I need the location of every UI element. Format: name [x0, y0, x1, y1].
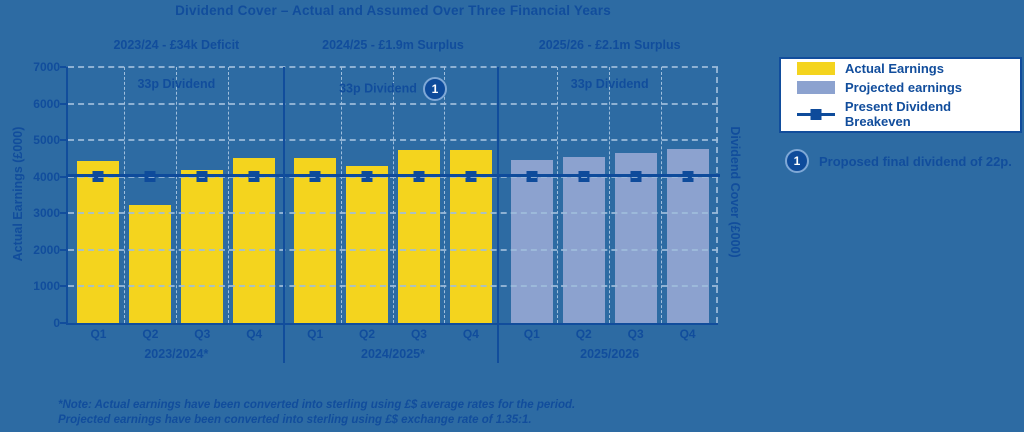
bar-slot-Q3: Q3	[177, 67, 229, 341]
x-tick-label-Q4: Q4	[462, 327, 479, 341]
y-tick-7000	[60, 66, 66, 68]
year-label-2023-2024: 2023/2024*	[144, 347, 209, 361]
bar-slot-Q2: Q2	[558, 67, 611, 341]
y-tick-label-2000: 2000	[33, 242, 60, 257]
year-label-2024-2025: 2024/2025*	[361, 347, 425, 361]
plot-right-border	[716, 67, 718, 323]
year-labels: 2023/2024* 2024/2025* 2025/2026	[68, 347, 718, 361]
y-tick-label-0: 0	[53, 316, 60, 330]
bar-slot-Q4: Q4	[229, 67, 280, 341]
bar-panels: Q1 Q2 Q3 Q4 33p Dividend Q1 Q2 Q3 Q4 33p Dividend…	[68, 67, 718, 341]
dividend-label-panel-1: 33p Dividend	[137, 77, 216, 91]
legend-label: Actual Earnings	[845, 61, 944, 76]
y-tick-3000	[60, 212, 66, 215]
gridline-7000	[68, 66, 718, 68]
dividend-label-panel-2: 33p Dividend 1	[285, 77, 502, 101]
x-tick-label-Q1: Q1	[523, 327, 540, 341]
gridline-3000	[68, 212, 718, 215]
y-axis-line	[66, 67, 68, 325]
actual-earnings-swatch-icon	[797, 62, 835, 75]
footnote-annotation: 1 Proposed final dividend of 22p.	[785, 149, 1012, 173]
panel-2024-2025-: Q1 Q2 Q3 Q4 33p Dividend 1	[285, 67, 502, 341]
bar-slot-Q4: Q4	[445, 67, 496, 341]
y-tick-1000	[60, 285, 66, 288]
footnote-line-1: *Note: Actual earnings have been convert…	[58, 399, 576, 411]
y-tick-label-7000: 7000	[33, 60, 60, 74]
bar-2024-2025--Q2	[346, 165, 389, 323]
year-label-2025-2026: 2025/2026	[580, 347, 640, 361]
breakeven-marker-icon	[810, 108, 822, 120]
bar-slot-Q2: Q2	[125, 67, 177, 341]
legend-item-actual-earnings: Actual Earnings	[797, 61, 1020, 76]
y-tick-0	[60, 322, 66, 324]
bar-slot-Q1: Q1	[290, 67, 342, 341]
bar-2024-2025--Q1	[294, 157, 337, 323]
y-tick-5000	[60, 139, 66, 142]
annotation-text: Proposed final dividend of 22p.	[819, 153, 1012, 169]
plot-area: Q1 Q2 Q3 Q4 33p Dividend Q1 Q2 Q3 Q4 33p Dividend…	[33, 60, 720, 341]
y-tick-6000	[60, 102, 66, 105]
y-axis-label-left: Actual Earnings (£000)	[11, 126, 25, 262]
y-tick-2000	[60, 248, 66, 251]
legend-item-breakeven: Present Dividend Breakeven	[797, 99, 1020, 129]
legend-item-projected-earnings: Projected earnings	[797, 80, 1020, 95]
y-tick-label-5000: 5000	[33, 133, 60, 148]
y-tick-label-4000: 4000	[33, 169, 60, 184]
y-tick-label-3000: 3000	[33, 206, 60, 221]
number-1-badge-icon: 1	[422, 77, 447, 101]
x-tick-label-Q1: Q1	[90, 327, 107, 341]
gridline-5000	[68, 139, 718, 142]
y-tick-label-6000: 6000	[33, 96, 60, 111]
footnote-line-2: Projected earnings have been converted i…	[58, 414, 532, 426]
bar-2025-2026-Q1	[510, 160, 553, 323]
x-tick-label-Q3: Q3	[410, 327, 427, 341]
panel-headers: 2023/24 - £34k Deficit 2024/25 - £1.9m S…	[68, 38, 718, 52]
chart-footnote: *Note: Actual earnings have been convert…	[58, 398, 698, 428]
projected-earnings-swatch-icon	[797, 81, 835, 94]
y-axis-label-right: Dividend Cover (£000)	[728, 126, 742, 258]
legend-label: Projected earnings	[845, 80, 963, 95]
breakeven-line	[66, 173, 720, 177]
panel-2025-2026: Q1 Q2 Q3 Q4 33p Dividend	[501, 67, 718, 341]
x-tick-label-Q4: Q4	[679, 327, 696, 341]
panel-header-2025-26: 2025/26 - £2.1m Surplus	[538, 38, 681, 52]
x-tick-label-Q3: Q3	[194, 327, 211, 341]
x-tick-label-Q1: Q1	[307, 327, 324, 341]
breakeven-line-swatch-icon	[797, 108, 835, 121]
bar-slot-Q2: Q2	[342, 67, 394, 341]
x-tick-label-Q4: Q4	[246, 327, 263, 341]
bar-2023-2024--Q2	[129, 204, 172, 323]
panel-separator-2	[497, 67, 499, 363]
panel-header-2023-24: 2023/24 - £34k Deficit	[113, 38, 240, 52]
panel-2023-2024-: Q1 Q2 Q3 Q4 33p Dividend	[68, 67, 285, 341]
gridline-6000	[68, 102, 718, 105]
x-axis-line	[66, 323, 718, 325]
x-tick-label-Q2: Q2	[575, 327, 592, 341]
bar-2023-2024--Q4	[233, 158, 276, 323]
bar-slot-Q1: Q1	[73, 67, 125, 341]
y-tick-4000	[60, 175, 66, 178]
bar-2023-2024--Q1	[77, 161, 120, 323]
dividend-label-panel-3: 33p Dividend	[570, 77, 649, 91]
bar-slot-Q3: Q3	[394, 67, 446, 341]
gridline-2000	[68, 248, 718, 251]
panel-separator-1	[283, 67, 285, 363]
panel-header-2024-25: 2024/25 - £1.9m Surplus	[322, 38, 464, 52]
chart-legend: Actual Earnings Projected earnings Prese…	[779, 57, 1022, 133]
bar-slot-Q4: Q4	[662, 67, 713, 341]
legend-label: Present Dividend Breakeven	[844, 99, 952, 129]
y-tick-label-1000: 1000	[33, 279, 60, 294]
number-1-badge-icon: 1	[785, 149, 809, 173]
bar-2025-2026-Q2	[562, 157, 605, 323]
x-tick-label-Q3: Q3	[627, 327, 644, 341]
gridline-1000	[68, 285, 718, 288]
bar-2023-2024--Q3	[181, 170, 224, 323]
x-tick-label-Q2: Q2	[142, 327, 159, 341]
bar-slot-Q1: Q1	[506, 67, 559, 341]
chart-title: Dividend Cover – Actual and Assumed Over…	[175, 3, 611, 18]
x-tick-label-Q2: Q2	[359, 327, 376, 341]
